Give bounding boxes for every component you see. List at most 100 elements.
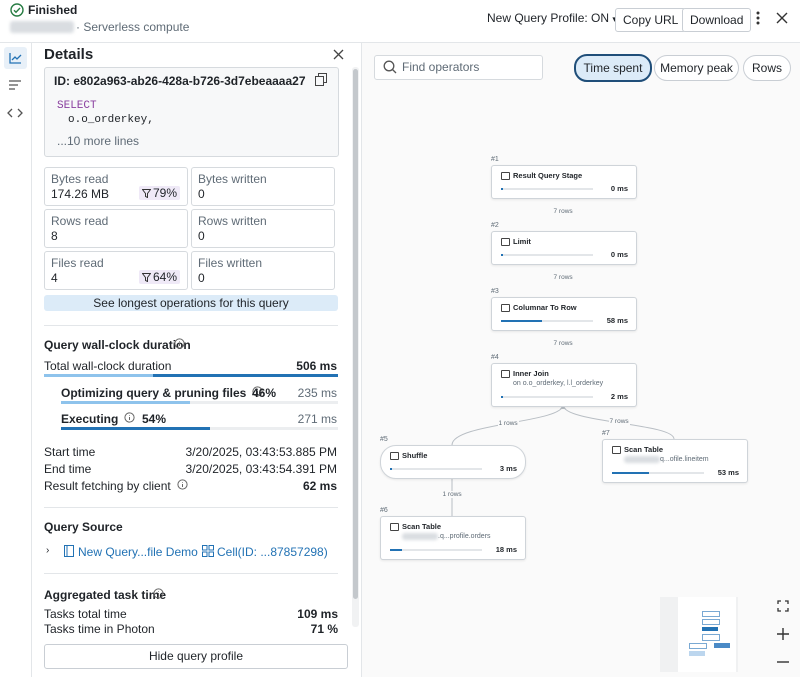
node-detail: q...ofile.lineitem bbox=[660, 456, 709, 463]
edge-label: 7 rows bbox=[608, 418, 630, 425]
metric-tab[interactable]: Rows bbox=[743, 55, 791, 81]
profile-toggle[interactable]: New Query Profile: ON ▾ bbox=[487, 11, 617, 25]
info-icon[interactable] bbox=[174, 338, 185, 349]
total-label: Total wall-clock duration bbox=[44, 359, 172, 373]
zoom-out[interactable] bbox=[777, 656, 789, 668]
phase-value: 271 ms bbox=[297, 412, 337, 426]
operator-node[interactable]: Inner Join on o.o_orderkey, l.l_orderkey 2… bbox=[491, 363, 637, 407]
phase-label: Optimizing query & pruning files bbox=[61, 386, 247, 400]
section-title: Query Source bbox=[44, 520, 123, 534]
phase-percent: 46% bbox=[252, 386, 277, 400]
sidebar-item[interactable] bbox=[8, 79, 22, 91]
operator-node[interactable]: Scan Table .q...profile.orders 18 ms bbox=[380, 516, 526, 560]
time-value: 3/20/2025, 03:43:53.885 PM bbox=[185, 445, 337, 459]
metric-value: 0 bbox=[198, 187, 205, 201]
status: Finished bbox=[28, 3, 78, 17]
section-title: Query wall-clock duration bbox=[44, 338, 191, 352]
node-bar bbox=[501, 254, 503, 256]
search-icon bbox=[383, 60, 397, 74]
total-value: 506 ms bbox=[296, 359, 337, 373]
node-name: Scan Table bbox=[624, 445, 664, 454]
sidebar-item[interactable] bbox=[7, 107, 23, 119]
more-menu[interactable] bbox=[752, 9, 764, 27]
metric-tab[interactable]: Time spent bbox=[574, 54, 652, 82]
more-lines[interactable]: ...10 more lines bbox=[57, 134, 140, 148]
metric-tab[interactable]: Memory peak bbox=[654, 55, 739, 81]
phase-label: Executing bbox=[61, 412, 119, 426]
scrollbar bbox=[352, 67, 359, 627]
edge-label: 7 rows bbox=[552, 208, 574, 215]
search-box[interactable] bbox=[374, 55, 543, 80]
time-value: 3/20/2025, 03:43:54.391 PM bbox=[185, 462, 337, 476]
agg-label: Tasks total time bbox=[44, 607, 127, 621]
graph-edges bbox=[451, 165, 675, 516]
node-bar-track bbox=[390, 549, 482, 551]
metric-card bbox=[44, 209, 188, 248]
sidebar bbox=[0, 43, 32, 677]
expand[interactable]: › bbox=[46, 545, 50, 556]
info-icon[interactable] bbox=[177, 479, 188, 490]
info-icon[interactable] bbox=[252, 386, 263, 397]
node-time: 53 ms bbox=[717, 468, 739, 477]
operator-node[interactable]: Columnar To Row 58 ms bbox=[491, 297, 637, 331]
phase-bar bbox=[61, 427, 210, 430]
node-icon bbox=[501, 304, 510, 312]
metric-card bbox=[191, 167, 335, 206]
notebook-icon bbox=[64, 545, 74, 557]
source-link[interactable]: Cell(ID: ...87857298) bbox=[217, 545, 328, 559]
code-keyword: SELECT bbox=[57, 100, 97, 112]
info-icon[interactable] bbox=[124, 412, 135, 423]
operator-node[interactable]: Limit 0 ms bbox=[491, 231, 637, 265]
time-label: Result fetching by client bbox=[44, 479, 171, 493]
node-icon bbox=[390, 452, 399, 460]
node-time: 18 ms bbox=[495, 545, 517, 554]
sidebar-item-active[interactable] bbox=[4, 47, 27, 69]
filter-badge: 79% bbox=[138, 186, 180, 200]
node-bar-track bbox=[390, 468, 482, 470]
source-link[interactable]: New Query...file Demo bbox=[78, 545, 198, 559]
operator-node[interactable]: Result Query Stage 0 ms bbox=[491, 165, 637, 199]
node-bar-track bbox=[501, 188, 593, 190]
details-close[interactable] bbox=[333, 49, 344, 60]
phase-value: 235 ms bbox=[297, 386, 337, 400]
copy-id[interactable] bbox=[315, 73, 327, 86]
info-icon[interactable] bbox=[153, 588, 164, 599]
time-label: End time bbox=[44, 462, 92, 476]
edge-label: 7 rows bbox=[552, 274, 574, 281]
metric-card bbox=[191, 209, 335, 248]
redacted bbox=[624, 456, 660, 463]
divider bbox=[0, 42, 800, 43]
longest-ops[interactable]: See longest operations for this query bbox=[44, 295, 338, 311]
node-id: #7 bbox=[602, 430, 610, 437]
node-icon bbox=[612, 446, 621, 454]
node-bar bbox=[501, 396, 503, 398]
zoom-in[interactable] bbox=[777, 628, 789, 640]
node-id: #1 bbox=[491, 156, 499, 163]
node-name: Shuffle bbox=[402, 451, 428, 460]
graph-pane bbox=[362, 43, 800, 677]
node-time: 58 ms bbox=[606, 316, 628, 325]
close-button[interactable] bbox=[776, 12, 788, 24]
hide-profile-button[interactable]: Hide query profile bbox=[44, 644, 348, 669]
node-icon bbox=[501, 370, 510, 378]
minimap[interactable] bbox=[660, 597, 738, 672]
profile-toggle-text: New Query Profile: ON bbox=[487, 11, 610, 25]
divider bbox=[361, 43, 362, 677]
metric-value: 174.26 MB bbox=[51, 187, 110, 201]
cell-icon bbox=[202, 545, 214, 557]
time-label: Start time bbox=[44, 445, 96, 459]
node-id: #2 bbox=[491, 222, 499, 229]
copy-url-button[interactable]: Copy URL bbox=[615, 8, 687, 32]
phase-bar-track bbox=[61, 401, 338, 404]
operator-node[interactable]: Shuffle 3 ms bbox=[380, 445, 526, 479]
fit-view[interactable] bbox=[777, 600, 789, 612]
metric-label: Files read bbox=[51, 256, 104, 270]
agg-value: 109 ms bbox=[297, 607, 338, 621]
operator-node[interactable]: Scan Table q...ofile.lineitem 53 ms bbox=[602, 439, 748, 483]
redacted bbox=[402, 533, 438, 540]
download-button[interactable]: Download bbox=[682, 8, 752, 32]
node-name: Scan Table bbox=[402, 522, 442, 531]
agg-label: Tasks time in Photon bbox=[44, 622, 155, 633]
node-bar-track bbox=[501, 320, 593, 322]
